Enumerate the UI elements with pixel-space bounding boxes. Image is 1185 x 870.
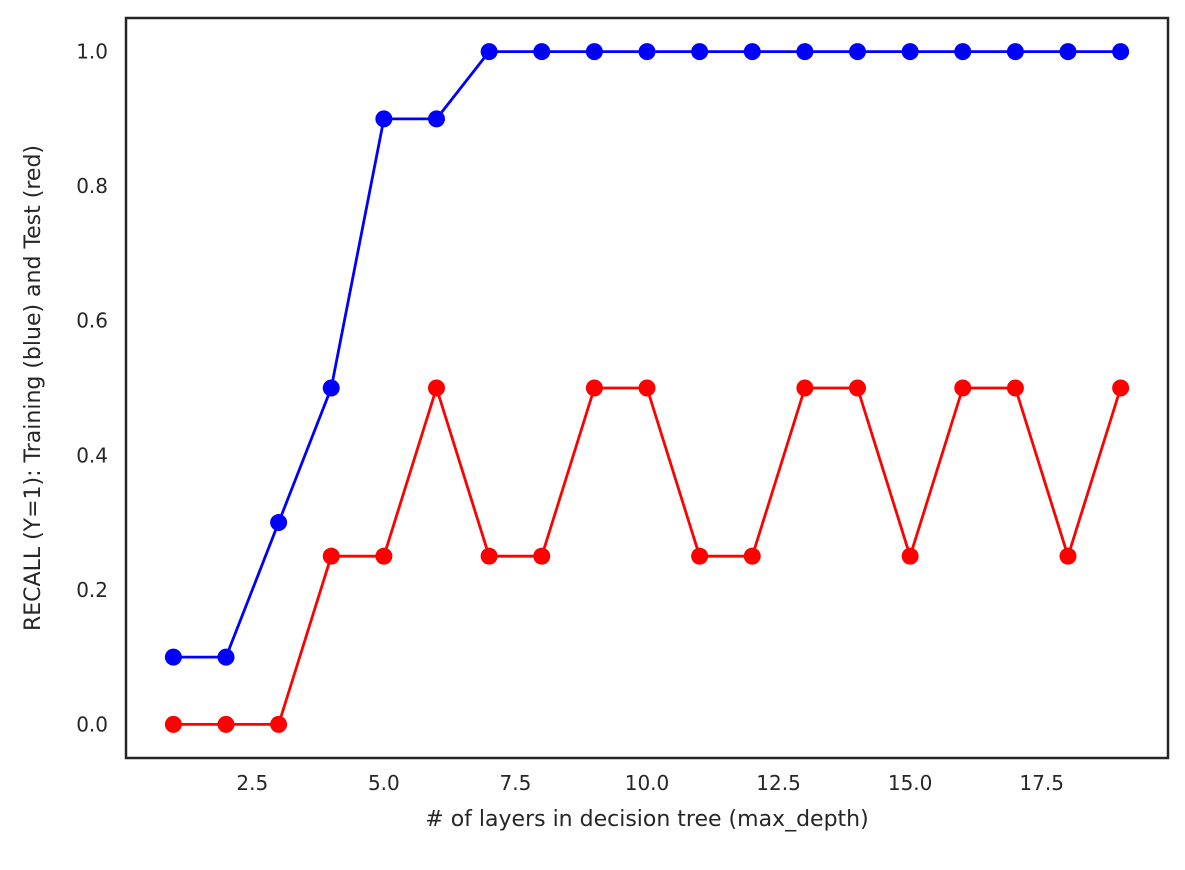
test-data-point	[901, 547, 919, 565]
x-axis-ticks: 2.5 5.0 7.5 10.0 12.5 15.0 17.5	[236, 771, 1064, 795]
y-tick-label: 0.4	[76, 443, 108, 467]
x-axis-label: # of layers in decision tree (max_depth)	[425, 807, 868, 832]
test-data-point	[1112, 379, 1130, 397]
training-data-point	[954, 43, 972, 61]
y-tick-label: 0.2	[76, 578, 108, 602]
plot-frame	[124, 16, 1170, 760]
training-data-point	[585, 43, 603, 61]
training-data-point	[691, 43, 709, 61]
x-tick-label: 5.0	[368, 771, 400, 795]
y-axis-ticks: 0.0 0.2 0.4 0.6 0.8 1.0	[76, 40, 108, 737]
test-data-point	[480, 547, 498, 565]
test-data-point	[533, 547, 551, 565]
y-tick-label: 1.0	[76, 40, 108, 64]
test-data-point	[691, 547, 709, 565]
test-data-point	[1006, 379, 1024, 397]
test-data-point	[322, 547, 340, 565]
test-data-point	[164, 715, 182, 733]
test-series-line	[173, 386, 1122, 726]
training-data-point	[1059, 43, 1077, 61]
training-data-point	[849, 43, 867, 61]
test-data-point	[270, 715, 288, 733]
test-data-point	[217, 715, 235, 733]
training-data-point	[164, 648, 182, 666]
test-data-point	[849, 379, 867, 397]
x-tick-label: 10.0	[625, 771, 670, 795]
x-tick-label: 15.0	[888, 771, 933, 795]
test-data-point	[743, 547, 761, 565]
training-data-point	[375, 110, 393, 128]
training-data-point	[1112, 43, 1130, 61]
test-data-point	[427, 379, 445, 397]
training-data-point	[901, 43, 919, 61]
x-tick-label: 17.5	[1019, 771, 1064, 795]
training-series-line	[173, 50, 1121, 659]
training-data-point	[638, 43, 656, 61]
test-data-point	[796, 379, 814, 397]
test-data-point	[585, 379, 603, 397]
training-data-point	[427, 110, 445, 128]
training-data-point	[743, 43, 761, 61]
training-data-point	[796, 43, 814, 61]
x-tick-label: 2.5	[236, 771, 268, 795]
y-axis-label: RECALL (Y=1): Training (blue) and Test (…	[21, 145, 46, 631]
training-data-point	[480, 43, 498, 61]
test-data-point	[1059, 547, 1077, 565]
x-tick-label: 7.5	[500, 771, 532, 795]
training-data-point	[217, 648, 235, 666]
test-data-point	[954, 379, 972, 397]
training-data-point	[322, 379, 340, 397]
x-tick-label: 12.5	[756, 771, 801, 795]
y-tick-label: 0.8	[76, 174, 108, 198]
y-tick-label: 0.0	[76, 712, 108, 736]
plot-area	[164, 43, 1130, 733]
test-data-point	[638, 379, 656, 397]
y-tick-label: 0.6	[76, 309, 108, 333]
training-data-point	[270, 514, 288, 532]
training-data-point	[1006, 43, 1024, 61]
training-data-point	[533, 43, 551, 61]
test-data-point	[375, 547, 393, 565]
